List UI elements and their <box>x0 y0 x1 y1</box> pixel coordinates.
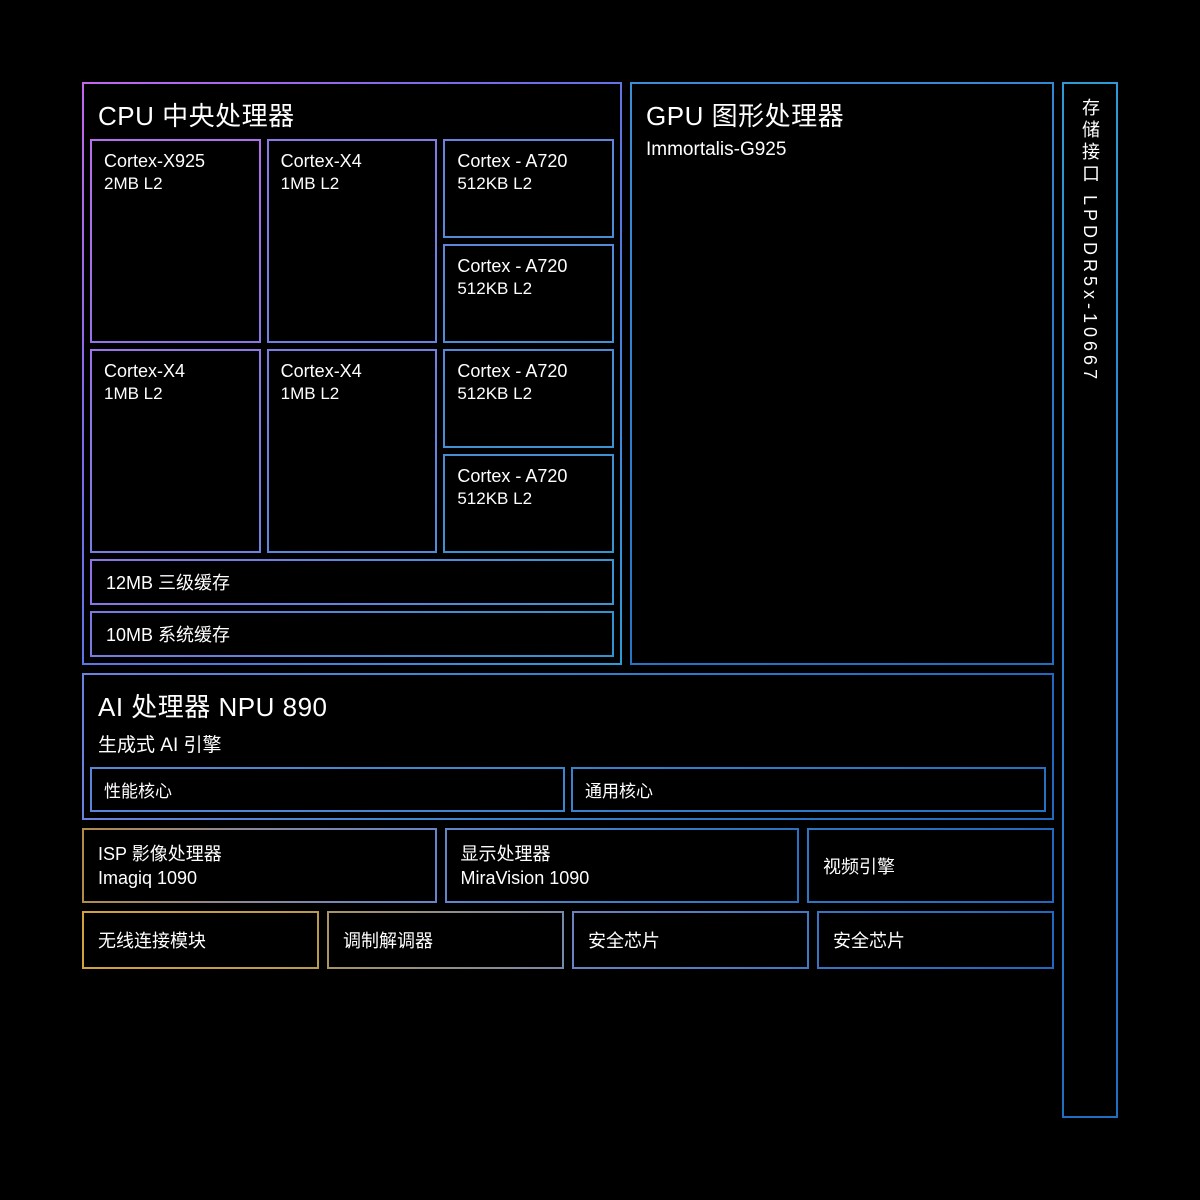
core-cache: 512KB L2 <box>457 489 600 509</box>
cpu-block: CPU 中央处理器 Cortex-X925 2MB L2 Cortex-X4 1… <box>82 82 622 665</box>
security-block-1: 安全芯片 <box>572 911 809 969</box>
main-column: CPU 中央处理器 Cortex-X925 2MB L2 Cortex-X4 1… <box>82 82 1054 1118</box>
cpu-core: Cortex - A720 512KB L2 <box>443 139 614 238</box>
video-block: 视频引擎 <box>807 828 1054 903</box>
core-name: Cortex-X4 <box>104 361 247 382</box>
npu-block: AI 处理器 NPU 890 生成式 AI 引擎 性能核心 通用核心 <box>82 673 1054 820</box>
security-label-2: 安全芯片 <box>833 927 905 953</box>
core-cache: 512KB L2 <box>457 174 600 194</box>
npu-cores: 性能核心 通用核心 <box>84 767 1052 818</box>
l3-cache: 12MB 三级缓存 <box>90 559 614 605</box>
core-name: Cortex - A720 <box>457 466 600 487</box>
memory-block: 存储接口 LPDDR5x-10667 <box>1062 82 1118 1118</box>
security-label-1: 安全芯片 <box>588 927 660 953</box>
cpu-col-mid: Cortex-X4 1MB L2 Cortex-X4 1MB L2 <box>267 139 438 553</box>
core-cache: 2MB L2 <box>104 174 247 194</box>
cpu-col-left: Cortex-X925 2MB L2 Cortex-X4 1MB L2 <box>90 139 261 553</box>
cpu-core: Cortex-X4 1MB L2 <box>90 349 261 553</box>
memory-label: 存储接口 LPDDR5x-10667 <box>1077 98 1103 383</box>
cpu-core: Cortex - A720 512KB L2 <box>443 349 614 448</box>
core-name: Cortex-X925 <box>104 151 247 172</box>
core-cache: 1MB L2 <box>104 384 247 404</box>
wireless-label: 无线连接模块 <box>98 927 206 953</box>
core-name: Cortex - A720 <box>457 361 600 382</box>
cpu-col-right: Cortex - A720 512KB L2 Cortex - A720 512… <box>443 139 614 553</box>
cpu-core: Cortex - A720 512KB L2 <box>443 454 614 553</box>
core-name: Cortex-X4 <box>281 361 424 382</box>
gpu-subtitle: Immortalis-G925 <box>632 139 1052 171</box>
top-row: CPU 中央处理器 Cortex-X925 2MB L2 Cortex-X4 1… <box>82 82 1054 665</box>
memory-column: 存储接口 LPDDR5x-10667 <box>1062 82 1118 1118</box>
npu-core-general: 通用核心 <box>571 767 1046 812</box>
system-cache: 10MB 系统缓存 <box>90 611 614 657</box>
core-cache: 1MB L2 <box>281 174 424 194</box>
cpu-core: Cortex-X4 1MB L2 <box>267 349 438 553</box>
gpu-block: GPU 图形处理器 Immortalis-G925 <box>630 82 1054 665</box>
core-cache: 512KB L2 <box>457 384 600 404</box>
npu-core-perf: 性能核心 <box>90 767 565 812</box>
cpu-title: CPU 中央处理器 <box>84 84 620 139</box>
security-block-2: 安全芯片 <box>817 911 1054 969</box>
chip-diagram: CPU 中央处理器 Cortex-X925 2MB L2 Cortex-X4 1… <box>82 82 1118 1118</box>
cpu-core: Cortex-X4 1MB L2 <box>267 139 438 343</box>
row-4: 无线连接模块 调制解调器 安全芯片 安全芯片 <box>82 911 1054 969</box>
core-name: Cortex - A720 <box>457 151 600 172</box>
gpu-body <box>638 171 1046 657</box>
isp-subtitle: Imagiq 1090 <box>98 868 421 889</box>
cpu-cores: Cortex-X925 2MB L2 Cortex-X4 1MB L2 Cort… <box>84 139 620 559</box>
cpu-core: Cortex-X925 2MB L2 <box>90 139 261 343</box>
modem-block: 调制解调器 <box>327 911 564 969</box>
display-block: 显示处理器 MiraVision 1090 <box>445 828 800 903</box>
core-cache: 1MB L2 <box>281 384 424 404</box>
display-subtitle: MiraVision 1090 <box>461 868 784 889</box>
row-3: ISP 影像处理器 Imagiq 1090 显示处理器 MiraVision 1… <box>82 828 1054 903</box>
core-name: Cortex - A720 <box>457 256 600 277</box>
npu-subtitle: 生成式 AI 引擎 <box>84 730 1052 767</box>
modem-label: 调制解调器 <box>343 927 433 953</box>
video-title: 视频引擎 <box>823 853 895 879</box>
isp-block: ISP 影像处理器 Imagiq 1090 <box>82 828 437 903</box>
gpu-title: GPU 图形处理器 <box>632 84 1052 139</box>
wireless-block: 无线连接模块 <box>82 911 319 969</box>
display-title: 显示处理器 <box>461 840 784 866</box>
cpu-core: Cortex - A720 512KB L2 <box>443 244 614 343</box>
core-name: Cortex-X4 <box>281 151 424 172</box>
core-cache: 512KB L2 <box>457 279 600 299</box>
npu-title: AI 处理器 NPU 890 <box>84 675 1052 730</box>
isp-title: ISP 影像处理器 <box>98 840 421 866</box>
